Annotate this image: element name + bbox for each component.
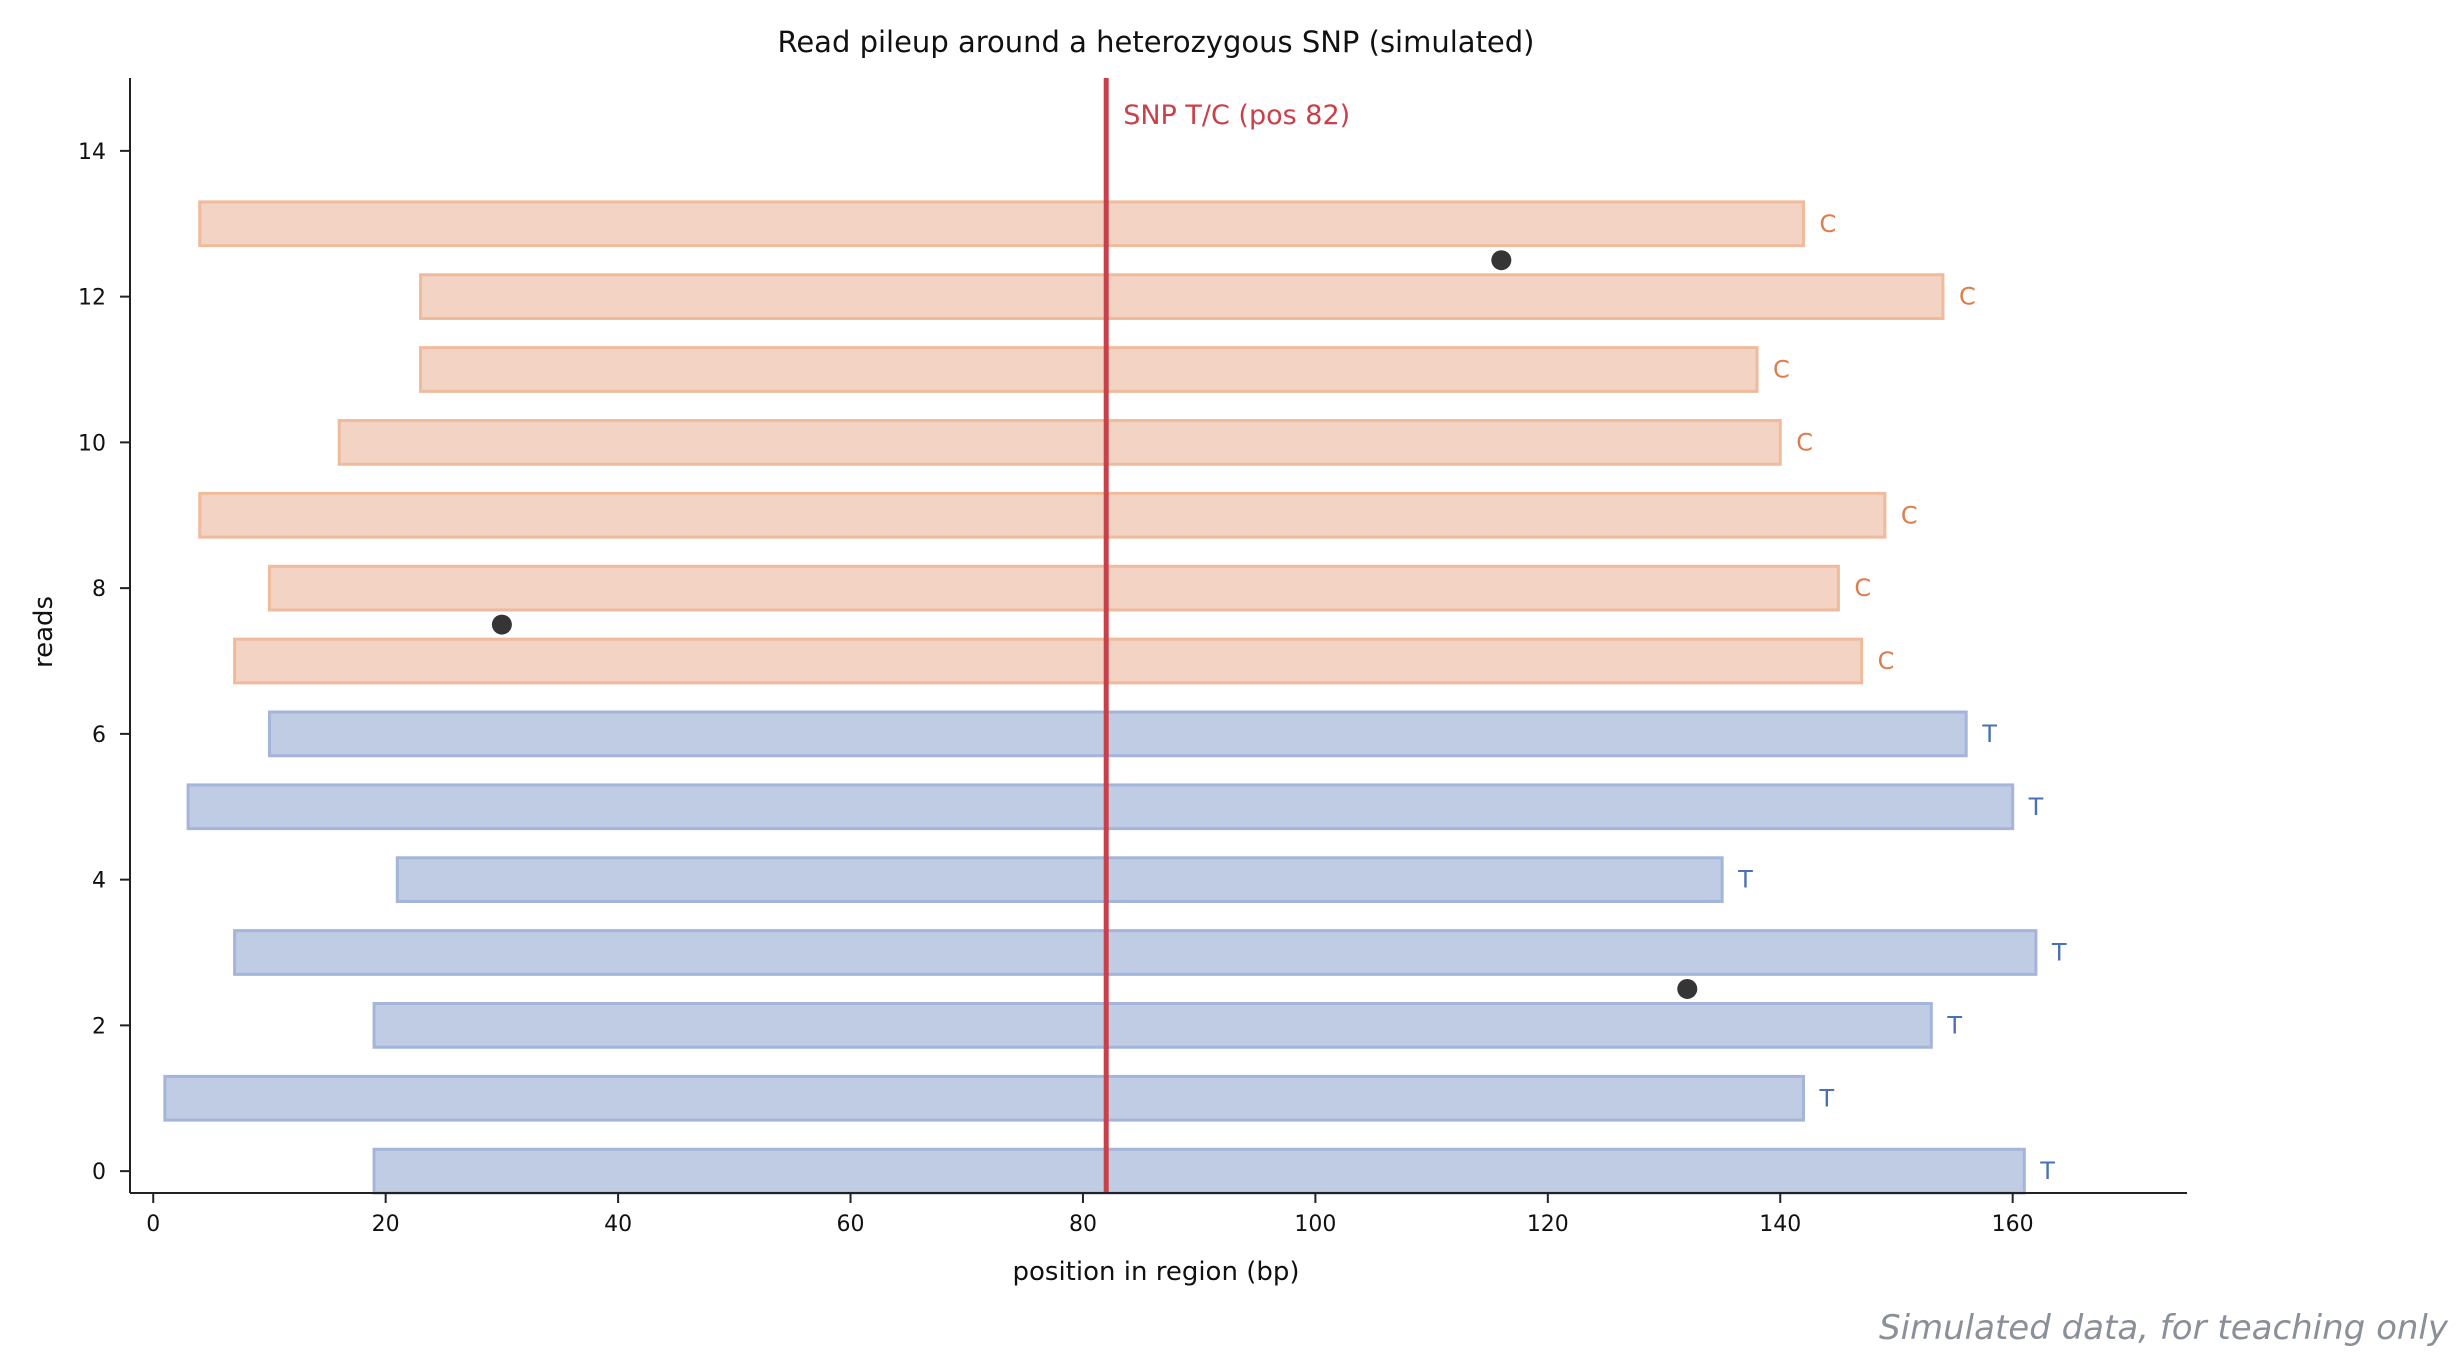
read-bar	[267, 564, 1840, 612]
allele-label: T	[1981, 720, 1997, 748]
allele-label: C	[1773, 356, 1790, 384]
plot-area: T T T T T T T C C C C C C C SNP T/C (pos 82)	[163, 78, 2067, 1195]
read-bar	[372, 1002, 1933, 1049]
x-tick-label: 60	[837, 1212, 865, 1237]
allele-label: T	[1818, 1084, 1834, 1112]
x-tick-label: 0	[146, 1212, 160, 1237]
y-tick-label: 0	[92, 1160, 106, 1185]
x-tick-label: 20	[372, 1212, 400, 1237]
allele-label: T	[2051, 939, 2067, 967]
y-axis-label: reads	[29, 596, 59, 668]
allele-label: C	[1901, 501, 1918, 529]
y-tick-label: 14	[78, 140, 106, 165]
read-bar	[372, 1147, 2026, 1195]
allele-label: T	[2039, 1157, 2055, 1185]
x-tick-label: 80	[1069, 1212, 1097, 1237]
allele-label: T	[1946, 1011, 1962, 1039]
read-bar	[395, 856, 1724, 903]
mismatch-point	[491, 614, 512, 635]
read-bar	[198, 200, 1805, 248]
read-bar	[198, 491, 1887, 539]
read-bar	[337, 419, 1782, 466]
read-bar	[267, 710, 1968, 758]
chart-title: Read pileup around a heterozygous SNP (s…	[777, 25, 1534, 59]
allele-label: C	[1854, 574, 1871, 602]
y-tick-label: 10	[78, 431, 106, 456]
x-tick-label: 160	[1992, 1212, 2034, 1237]
mismatch-point	[1677, 978, 1698, 999]
y-tick-label: 12	[78, 286, 106, 311]
read-bar	[233, 637, 1864, 685]
y-tick-label: 8	[92, 577, 106, 602]
y-tick-label: 6	[92, 723, 106, 748]
allele-label: T	[2028, 793, 2044, 821]
allele-label: C	[1819, 210, 1836, 238]
x-tick-label: 140	[1759, 1212, 1801, 1237]
y-tick-label: 4	[92, 869, 106, 894]
read-bar	[233, 929, 2038, 976]
allele-label: C	[1878, 647, 1895, 675]
read-bar	[163, 1074, 1805, 1122]
x-axis-label: position in region (bp)	[1012, 1257, 1299, 1287]
allele-label: C	[1959, 283, 1976, 311]
axes: 0 20 40 60 80 100 120 140 160 0 2 4 6 8 10 12 14	[78, 78, 2187, 1237]
read-bar	[419, 273, 1945, 320]
x-tick-label: 100	[1294, 1212, 1336, 1237]
read-bar	[419, 346, 1759, 393]
read-bar	[186, 783, 2015, 831]
x-tick-label: 120	[1527, 1212, 1569, 1237]
x-tick-label: 40	[604, 1212, 632, 1237]
allele-label: T	[1737, 866, 1753, 894]
snp-label: SNP T/C (pos 82)	[1123, 100, 1350, 131]
footnote: Simulated data, for teaching only	[1878, 1308, 2448, 1348]
mismatch-point	[1491, 250, 1512, 271]
allele-label: C	[1796, 428, 1813, 456]
y-tick-label: 2	[92, 1014, 106, 1039]
